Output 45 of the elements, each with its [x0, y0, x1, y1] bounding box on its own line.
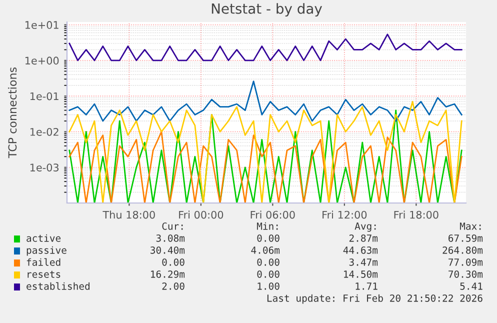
text: 3.47m [349, 258, 378, 266]
text: 16.29m [151, 270, 185, 278]
legend-label: failed [26, 258, 60, 266]
text: Cur: [162, 222, 183, 230]
y-tick-label: 1e-01 [30, 92, 58, 100]
x-tick-label: Fri 12:00 [322, 210, 367, 219]
text: Max: [460, 222, 481, 230]
text: 77.09m [448, 258, 483, 266]
text: 2.87m [349, 234, 378, 242]
legend-label: active [26, 234, 61, 242]
line-series [68, 34, 462, 62]
text: Last update: Fri Feb 20 21:50:22 2026 [267, 294, 482, 304]
legend-label: resets [28, 270, 60, 278]
x-tick-label: Fri 18:00 [394, 210, 438, 219]
y-tick-label: 1e+00 [25, 56, 59, 65]
text: 0.00 [162, 258, 184, 266]
legend-label: established [26, 282, 90, 290]
text: 67.59m [448, 234, 483, 242]
text: 1.00 [258, 282, 280, 290]
y-axis-title: TCP connections [8, 67, 17, 158]
text: 30.40m [150, 246, 185, 254]
x-tick-label: Thu 18:00 [102, 210, 155, 219]
text: 70.30m [448, 270, 483, 278]
line-series [68, 80, 462, 122]
text: 14.50m [344, 270, 378, 278]
text: 1.71 [356, 282, 378, 290]
text: 3.08m [156, 234, 185, 242]
text: 0.00 [257, 270, 280, 278]
legend-label: passive [26, 246, 66, 256]
text: 264.80m [442, 246, 483, 254]
y-tick-label: 1e-02 [30, 128, 58, 136]
chart-title: Netstat - by day [212, 3, 322, 17]
text: 0.00 [257, 258, 280, 266]
x-tick-label: Fri 00:00 [179, 210, 224, 219]
x-tick-label: Fri 06:00 [250, 210, 295, 219]
text: 44.63m [343, 246, 378, 254]
text: 0.00 [257, 234, 280, 242]
text: Avg: [354, 222, 376, 232]
line-series [68, 131, 462, 203]
text: 5.41 [460, 282, 482, 290]
y-tick-label: 1e+01 [25, 21, 58, 29]
text: Min: [256, 222, 278, 230]
y-tick-label: 1e-03 [30, 164, 59, 172]
text: 2.00 [162, 282, 184, 290]
text: 4.06m [251, 246, 280, 254]
